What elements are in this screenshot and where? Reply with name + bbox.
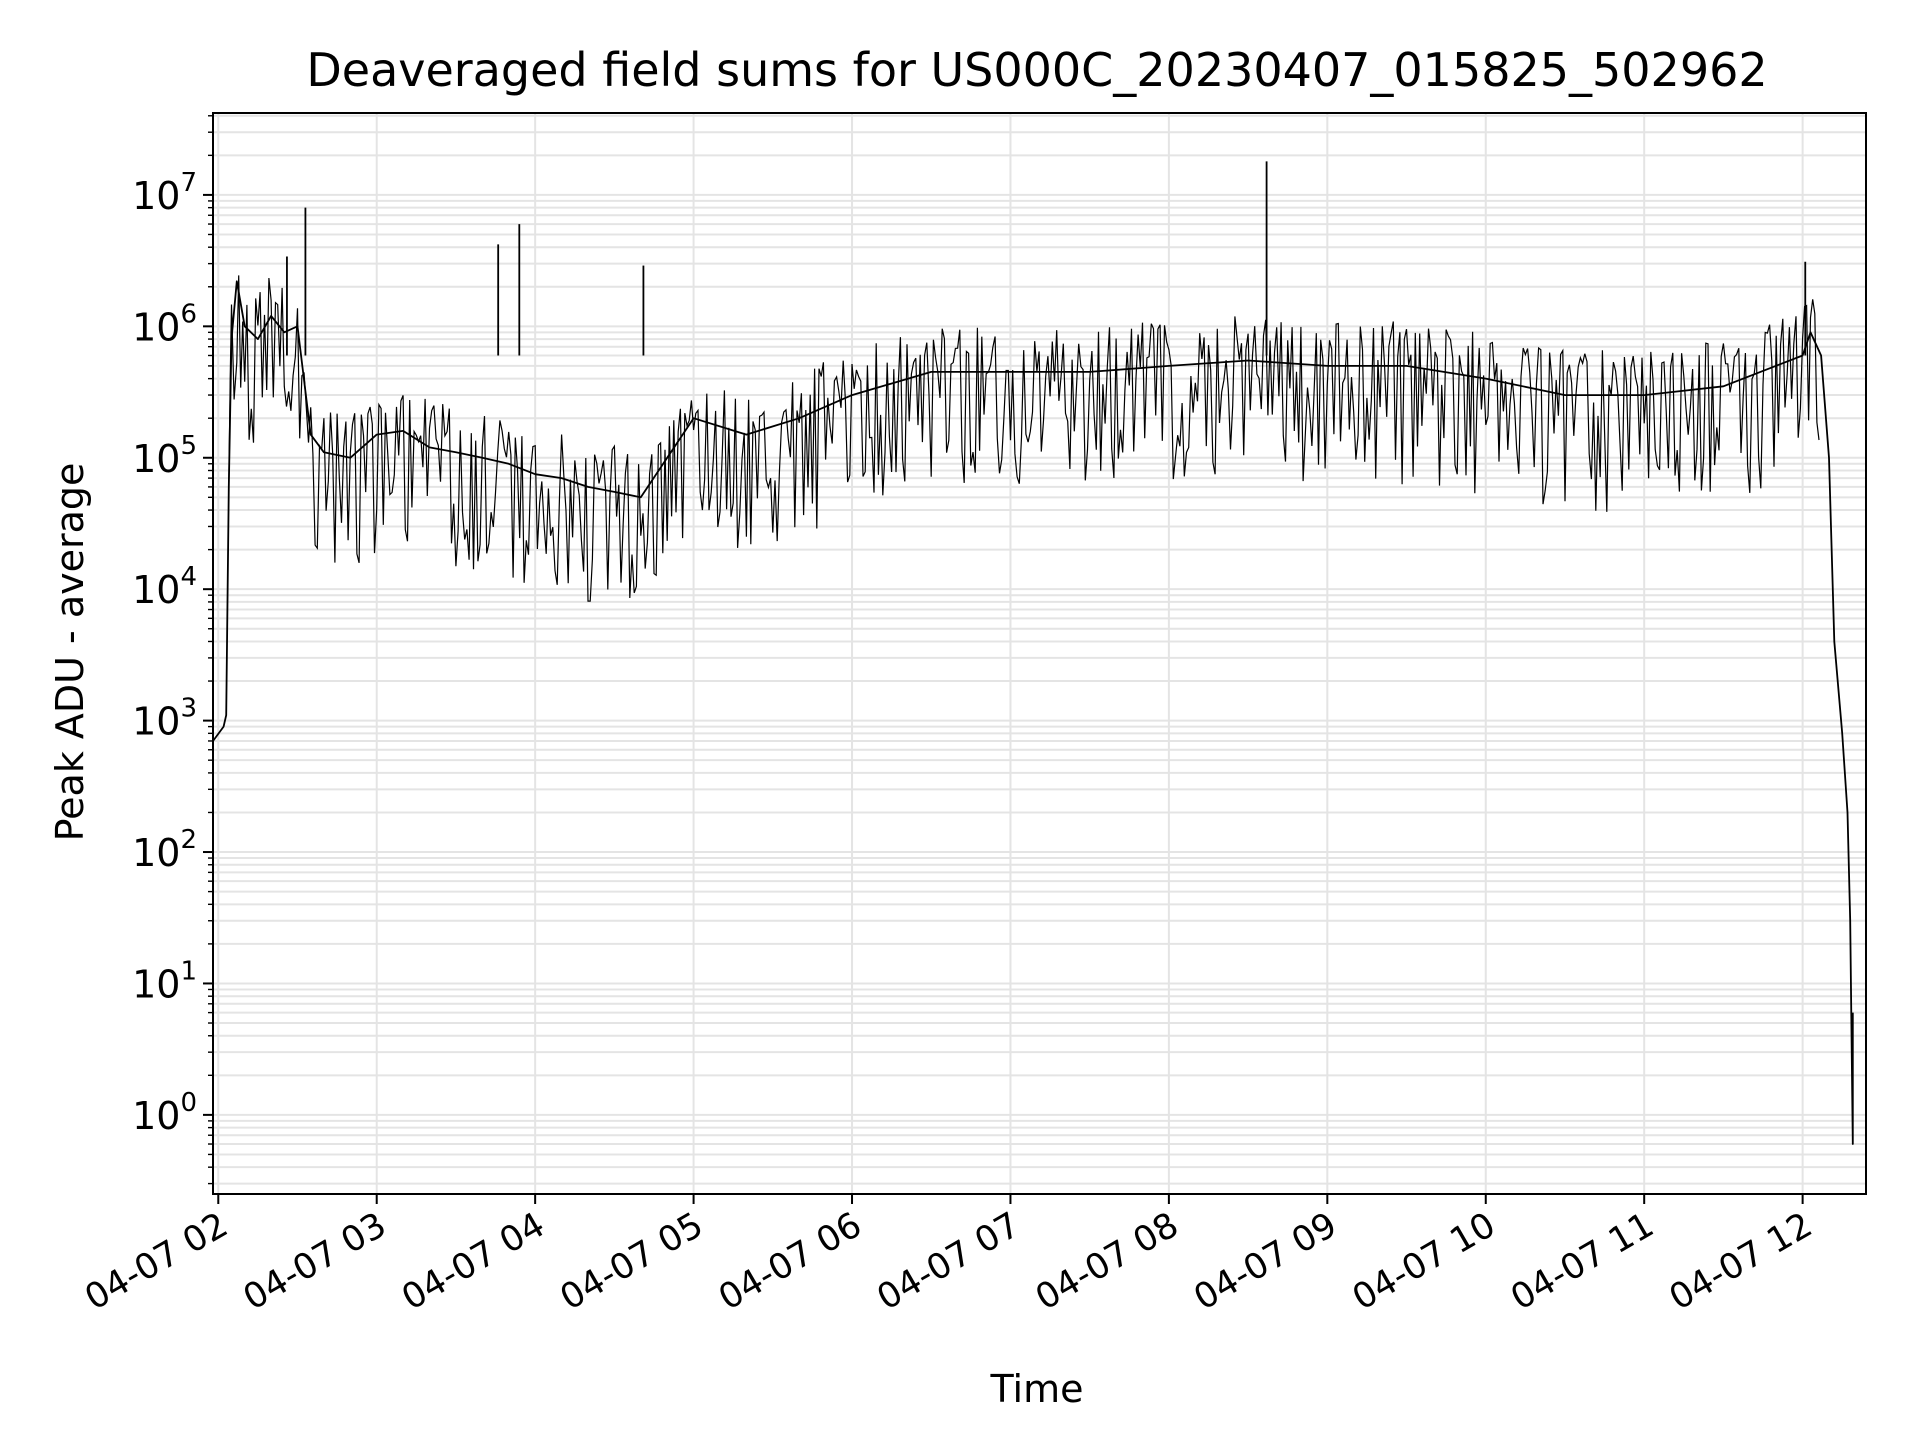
plot-frame [212,112,1867,1195]
chart-title: Deaveraged field sums for US000C_2023040… [306,43,1767,97]
y-tick-label: 105 [132,431,197,481]
y-tick-label: 102 [132,825,197,875]
grid [213,113,1866,1194]
y-tick-label: 101 [132,956,197,1006]
y-tick-label: 100 [132,1088,197,1138]
y-axis-label: Peak ADU - average [48,463,92,842]
y-tick-label: 104 [132,562,197,612]
y-tick-label: 107 [132,168,197,218]
y-tick-label: 103 [132,694,197,744]
series-noise [228,275,1820,602]
series-layer [212,161,1854,1145]
x-axis-label: Time [990,1367,1084,1411]
y-axis: 100 101 102 103 104 105 106 107 [132,115,213,1185]
y-tick-label: 106 [132,299,197,349]
